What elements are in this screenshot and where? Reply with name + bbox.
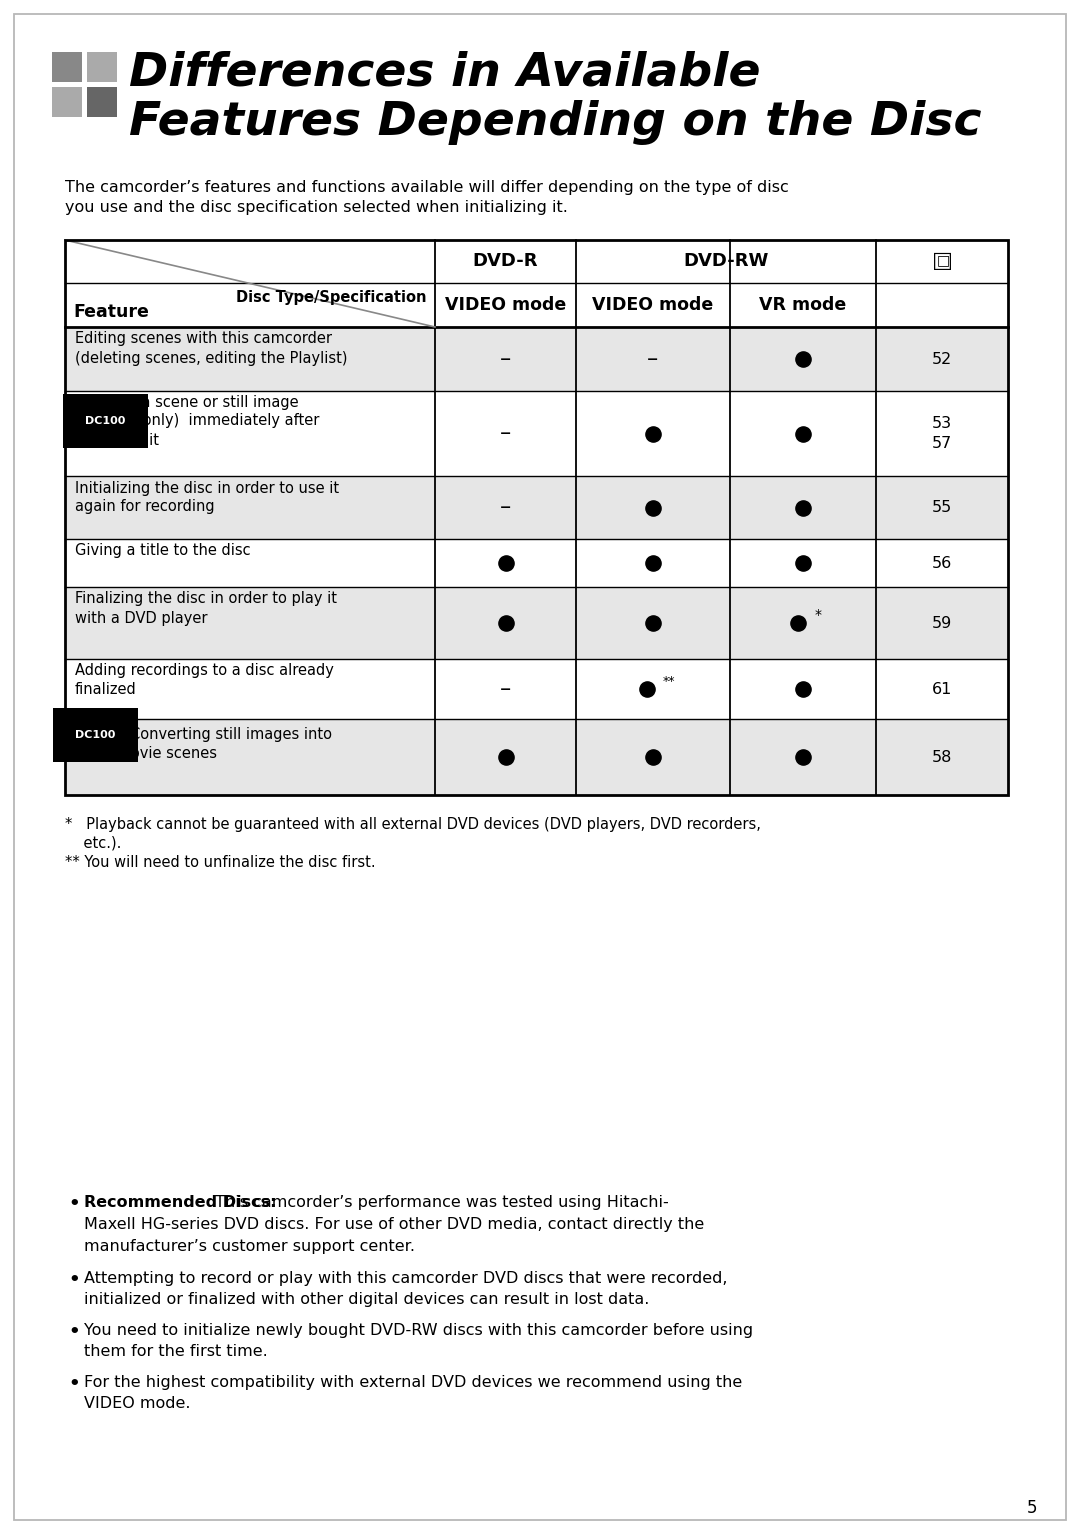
Text: The camcorder’s features and functions available will differ depending on the ty: The camcorder’s features and functions a… [65,179,788,195]
Text: Giving a title to the disc: Giving a title to the disc [75,543,251,558]
Point [795,676,812,701]
Text: Features Depending on the Disc: Features Depending on the Disc [129,100,982,146]
Text: (deleting scenes, editing the Playlist): (deleting scenes, editing the Playlist) [75,350,348,365]
Text: Editing scenes with this camcorder: Editing scenes with this camcorder [75,331,332,347]
Text: etc.).: etc.). [65,834,121,850]
Point [497,611,514,635]
Text: finalized: finalized [75,683,137,698]
Text: –: – [500,680,511,700]
Text: *: * [815,607,822,621]
Text: 58: 58 [932,750,953,764]
Text: 52: 52 [932,351,953,367]
Text: 5: 5 [1027,1499,1037,1517]
Text: 53
57: 53 57 [932,416,953,451]
Text: recording it: recording it [75,434,159,448]
Text: •: • [68,1374,80,1393]
Text: *   Playback cannot be guaranteed with all external DVD devices (DVD players, DV: * Playback cannot be guaranteed with all… [65,818,761,831]
Text: Differences in Available: Differences in Available [129,51,760,95]
Text: them for the first time.: them for the first time. [84,1344,268,1359]
Bar [65,476,1008,538]
Text: Photomovie scenes: Photomovie scenes [75,747,217,761]
Text: •: • [68,1272,80,1289]
Point [795,744,812,769]
Text: with a DVD player: with a DVD player [75,611,207,626]
Point [645,611,662,635]
Point [789,611,807,635]
Bar [65,239,1008,795]
Point [645,422,662,446]
Bar [65,588,1008,660]
Text: only)  immediately after: only) immediately after [138,414,320,428]
Text: Converting still images into: Converting still images into [130,727,332,742]
Text: Maxell HG-series DVD discs. For use of other DVD media, contact directly the: Maxell HG-series DVD discs. For use of o… [84,1216,704,1232]
Text: For the highest compatibility with external DVD devices we recommend using the: For the highest compatibility with exter… [84,1374,742,1390]
Bar [87,52,117,81]
Text: manufacturer’s customer support center.: manufacturer’s customer support center. [84,1239,415,1253]
Point [645,495,662,520]
Bar [65,719,1008,795]
Text: Deleting a scene or still image: Deleting a scene or still image [75,396,299,411]
Text: VIDEO mode: VIDEO mode [592,296,714,314]
Text: –: – [500,423,511,443]
Text: 59: 59 [932,615,953,630]
Text: you use and the disc specification selected when initializing it.: you use and the disc specification selec… [65,199,568,215]
Text: DVD-RW: DVD-RW [684,253,769,270]
Text: Disc Type/Specification: Disc Type/Specification [237,290,427,305]
Point [497,551,514,575]
Text: –: – [500,350,511,370]
Text: VIDEO mode.: VIDEO mode. [84,1396,190,1411]
Text: Feature: Feature [73,304,149,321]
Bar [87,87,117,117]
Text: again for recording: again for recording [75,500,215,514]
Text: (: ( [75,414,81,428]
Text: □: □ [936,253,949,267]
Point [638,676,656,701]
Text: DVD-R: DVD-R [473,253,538,270]
Text: Recommended Discs:: Recommended Discs: [84,1195,276,1210]
Text: initialized or finalized with other digital devices can result in lost data.: initialized or finalized with other digi… [84,1292,649,1307]
Text: **: ** [663,675,675,687]
Point [645,551,662,575]
Text: 55: 55 [932,500,953,515]
Bar [52,52,82,81]
Text: VIDEO mode: VIDEO mode [445,296,566,314]
Text: –: – [500,497,511,517]
Text: VR mode: VR mode [759,296,847,314]
Text: 61: 61 [932,681,953,696]
Text: 56: 56 [932,555,953,571]
Text: Adding recordings to a disc already: Adding recordings to a disc already [75,664,334,678]
Text: Initializing the disc in order to use it: Initializing the disc in order to use it [75,480,339,495]
Point [795,347,812,371]
Text: You need to initialize newly bought DVD-RW discs with this camcorder before usin: You need to initialize newly bought DVD-… [84,1322,753,1338]
Text: –: – [647,350,659,370]
Text: Finalizing the disc in order to play it: Finalizing the disc in order to play it [75,592,337,606]
Point [795,422,812,446]
Text: ** You will need to unfinalize the disc first.: ** You will need to unfinalize the disc … [65,854,376,870]
Text: Attempting to record or play with this camcorder DVD discs that were recorded,: Attempting to record or play with this c… [84,1272,728,1285]
Text: □: □ [931,252,953,272]
Text: This camcorder’s performance was tested using Hitachi-: This camcorder’s performance was tested … [210,1195,669,1210]
Point [795,495,812,520]
Text: DC100: DC100 [85,416,125,426]
Text: •: • [68,1322,80,1341]
Point [497,744,514,769]
Bar [52,87,82,117]
Text: •: • [68,1195,80,1213]
Point [645,744,662,769]
Bar [65,327,1008,391]
Point [795,551,812,575]
Text: DC100: DC100 [75,730,116,739]
